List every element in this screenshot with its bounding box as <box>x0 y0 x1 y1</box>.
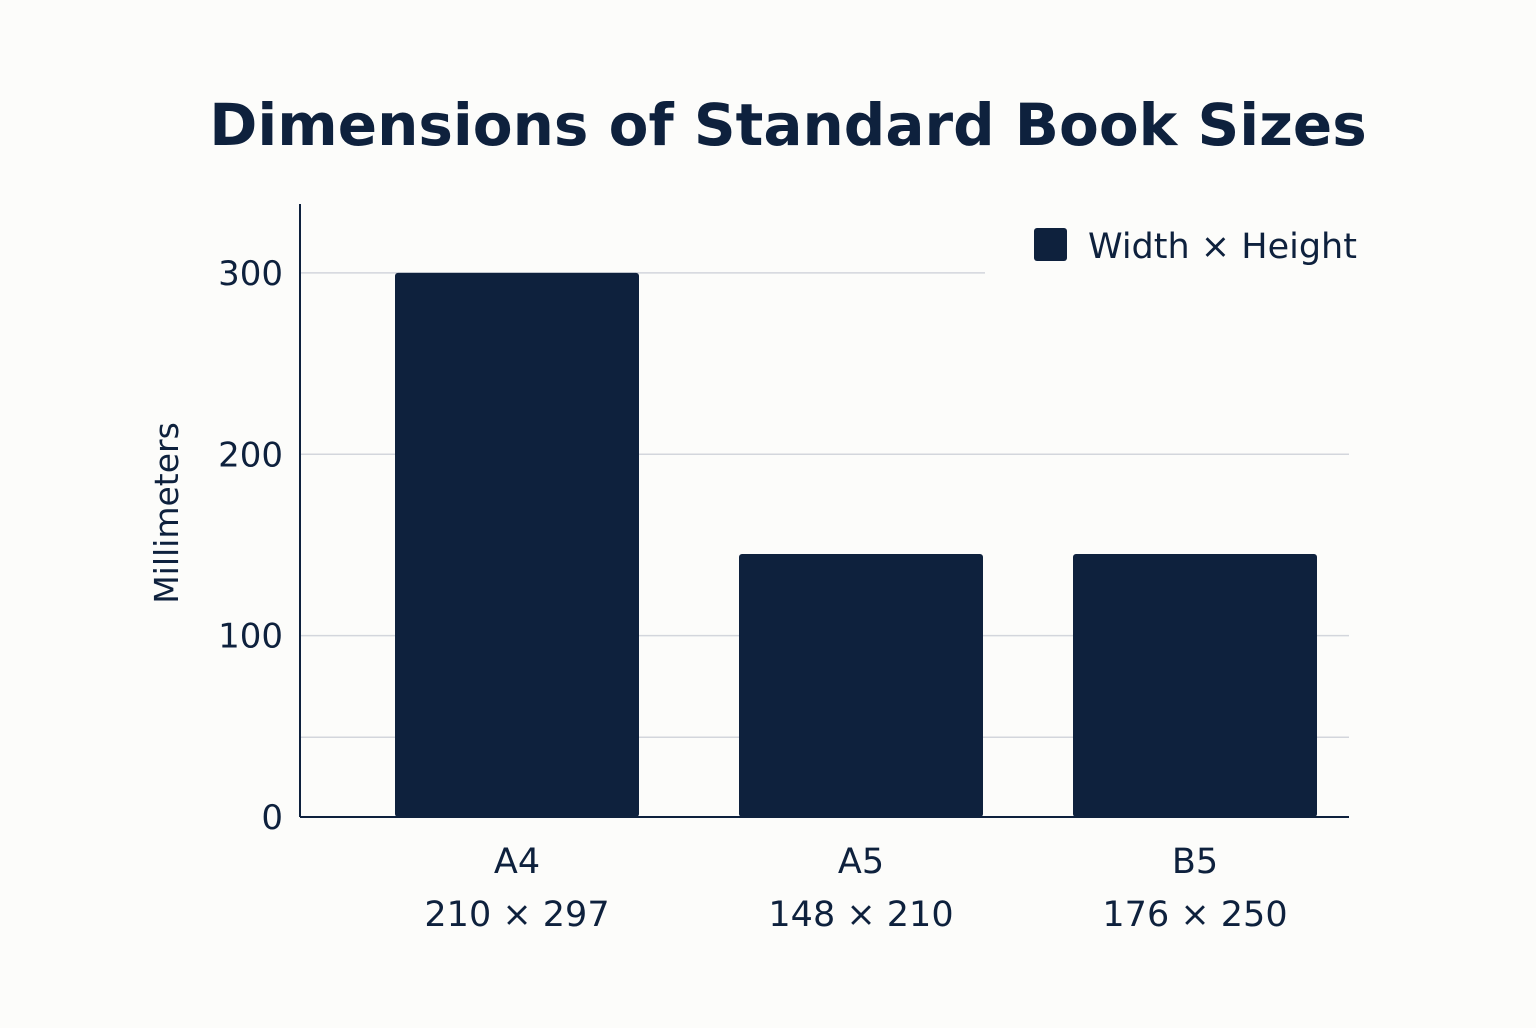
y-tick-label: 100 <box>218 617 283 657</box>
x-category-sublabel: 210 × 297 <box>424 895 609 935</box>
y-tick-label: 200 <box>218 435 283 475</box>
legend-swatch <box>1034 228 1067 261</box>
legend: Width × Height <box>1034 227 1357 267</box>
x-category-label: B5 <box>1172 842 1218 882</box>
bars <box>395 272 1317 818</box>
legend-label: Width × Height <box>1088 227 1357 267</box>
x-category-label: A4 <box>494 842 540 882</box>
y-axis-label: Millimeters <box>147 422 186 604</box>
bar-a4 <box>395 272 639 818</box>
y-tick-labels: 0 100 200 300 <box>218 254 283 838</box>
axes <box>299 204 1349 818</box>
x-category-label: A5 <box>838 842 884 882</box>
bar-b5 <box>1073 554 1317 817</box>
x-tick-labels: A4 210 × 297 A5 148 × 210 B5 176 × 250 <box>424 842 1287 935</box>
x-category-sublabel: 148 × 210 <box>768 895 953 935</box>
x-category-sublabel: 176 × 250 <box>1102 895 1287 935</box>
chart-title: Dimensions of Standard Book Sizes <box>209 91 1366 159</box>
y-tick-label: 0 <box>261 798 283 838</box>
y-tick-label: 300 <box>218 254 283 294</box>
bar-a5 <box>739 554 983 817</box>
